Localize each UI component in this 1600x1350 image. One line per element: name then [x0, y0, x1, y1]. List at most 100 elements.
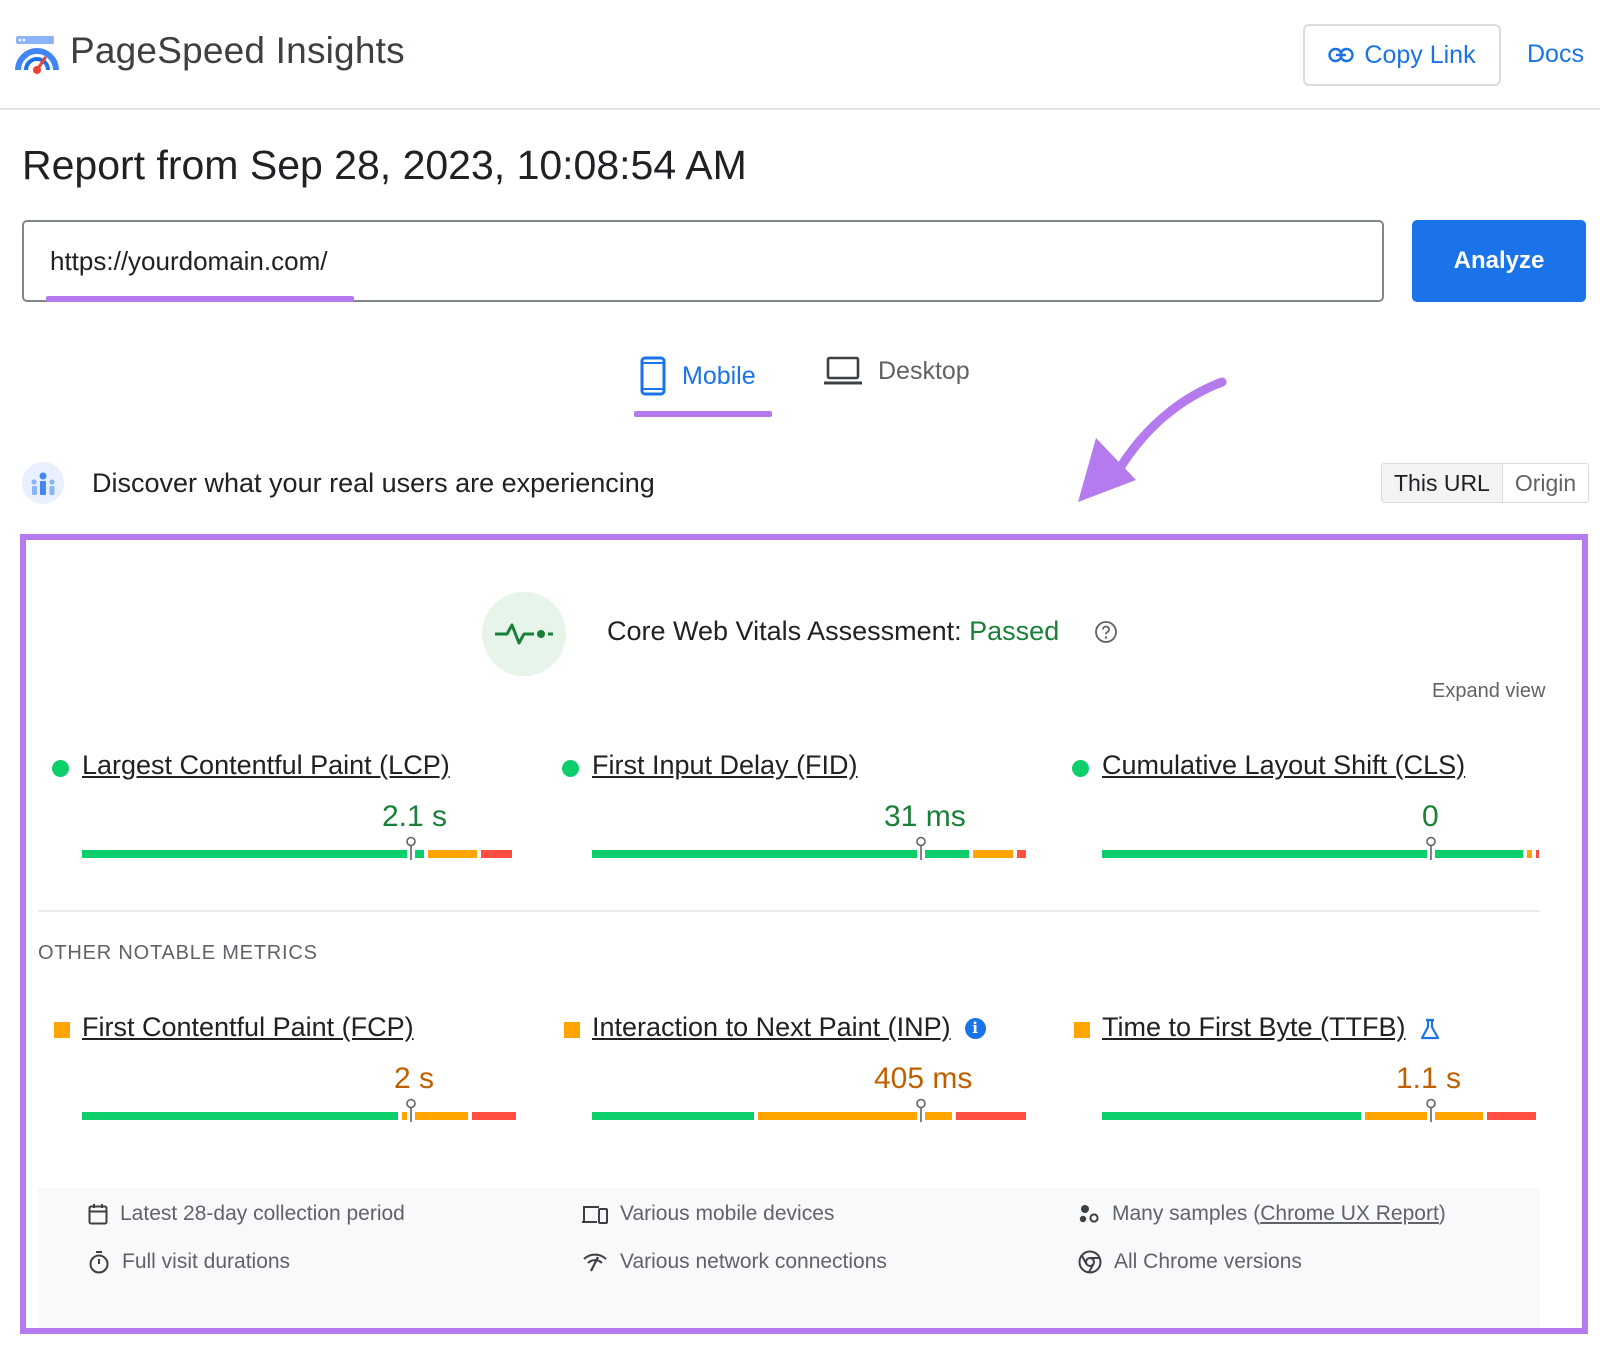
good-share-segment	[82, 1112, 398, 1120]
percentile-marker-icon	[915, 1098, 926, 1122]
metric-inp-distribution-bar	[592, 1098, 1030, 1122]
metric-ttfb-distribution-bar	[1102, 1098, 1540, 1122]
analyze-button[interactable]: Analyze	[1412, 220, 1586, 302]
metric-inp-label-text: Interaction to Next Paint (INP)	[592, 1012, 951, 1042]
devices-icon	[582, 1206, 608, 1224]
good-status-dot	[52, 760, 69, 777]
metric-fid-label[interactable]: First Input Delay (FID)	[592, 750, 858, 780]
tab-selected-indicator	[634, 411, 772, 417]
footer-visit-durations-text: Full visit durations	[122, 1250, 291, 1273]
url-highlight-underline	[46, 296, 354, 302]
top-bar: PageSpeed Insights Copy Link Docs	[0, 0, 1600, 110]
metric-fid: First Input Delay (FID) 31 ms	[562, 750, 1026, 890]
needs-improvement-share-segment	[428, 850, 477, 858]
copy-link-label: Copy Link	[1364, 40, 1476, 69]
footer-samples: Many samples (Chrome UX Report)	[1078, 1202, 1446, 1226]
poor-share-segment	[1016, 850, 1026, 858]
footer-chrome-versions-text: All Chrome versions	[1114, 1250, 1302, 1273]
metric-ttfb-label-text: Time to First Byte (TTFB)	[1102, 1012, 1406, 1042]
field-data-panel: Core Web Vitals Assessment: Passed Expan…	[20, 534, 1588, 1334]
needs-improvement-share-segment	[1526, 850, 1532, 858]
average-status-square	[54, 1022, 70, 1038]
metric-inp-value: 405 ms	[874, 1062, 973, 1095]
metric-cls-label[interactable]: Cumulative Layout Shift (CLS)	[1102, 750, 1466, 780]
docs-link[interactable]: Docs	[1527, 40, 1584, 68]
metric-fcp-label[interactable]: First Contentful Paint (FCP)	[82, 1012, 414, 1042]
metric-fcp-distribution-bar	[82, 1098, 520, 1122]
info-icon[interactable]: i	[964, 1018, 986, 1040]
metric-ttfb-value: 1.1 s	[1396, 1062, 1462, 1095]
footer-samples-prefix: Many samples (	[1112, 1202, 1261, 1225]
url-input[interactable]: https://yourdomain.com/	[22, 220, 1384, 302]
percentile-marker-icon	[1425, 1098, 1436, 1122]
copy-link-button[interactable]: Copy Link	[1303, 24, 1501, 86]
good-share-segment	[1102, 1112, 1361, 1120]
percentile-marker-icon	[1425, 836, 1436, 860]
data-source-footer: Latest 28-day collection period Full vis…	[38, 1188, 1540, 1328]
link-icon	[1328, 47, 1355, 63]
percentile-marker-icon	[915, 836, 926, 860]
calendar-icon	[88, 1204, 108, 1225]
app-title: PageSpeed Insights	[70, 30, 405, 71]
footer-samples-suffix: )	[1438, 1202, 1446, 1225]
metric-fid-value: 31 ms	[884, 800, 966, 833]
poor-share-segment	[955, 1112, 1026, 1120]
metric-ttfb: Time to First Byte (TTFB) 1.1 s	[1072, 1012, 1536, 1152]
section-divider	[38, 910, 1540, 912]
url-origin-toggle: This URL Origin	[1381, 463, 1590, 503]
footer-visit-durations: Full visit durations	[88, 1250, 290, 1274]
good-status-dot	[562, 760, 579, 777]
core-web-vitals-icon	[482, 592, 566, 676]
poor-share-segment	[471, 1112, 516, 1120]
footer-collection-period: Latest 28-day collection period	[88, 1202, 405, 1226]
other-metrics-heading: OTHER NOTABLE METRICS	[38, 942, 318, 964]
percentile-marker-icon	[405, 1098, 416, 1122]
crux-users-icon	[22, 462, 64, 504]
needs-improvement-share-segment	[1364, 1112, 1484, 1120]
toggle-this-url[interactable]: This URL	[1382, 464, 1503, 502]
assessment-prefix: Core Web Vitals Assessment:	[607, 616, 970, 646]
help-icon[interactable]	[1094, 620, 1118, 644]
report-title: Report from Sep 28, 2023, 10:08:54 AM	[22, 142, 747, 188]
samples-dots-icon	[1079, 1205, 1099, 1223]
metric-lcp-label[interactable]: Largest Contentful Paint (LCP)	[82, 750, 450, 780]
flask-icon	[1420, 1018, 1439, 1039]
footer-network-text: Various network connections	[620, 1250, 887, 1273]
footer-devices: Various mobile devices	[582, 1202, 834, 1226]
assessment-status: Passed	[969, 616, 1060, 646]
metric-cls-value: 0	[1422, 800, 1439, 833]
metric-cls: Cumulative Layout Shift (CLS) 0	[1072, 750, 1539, 890]
footer-collection-period-text: Latest 28-day collection period	[120, 1202, 405, 1225]
tab-desktop-label: Desktop	[878, 356, 970, 385]
footer-chrome-versions: All Chrome versions	[1078, 1250, 1302, 1274]
chrome-ux-report-link[interactable]: Chrome UX Report	[1260, 1202, 1439, 1225]
expand-view-button[interactable]: Expand view	[1432, 680, 1546, 702]
good-share-segment	[1102, 850, 1523, 858]
pagespeed-logo-icon	[15, 36, 59, 74]
metric-fid-distribution-bar	[592, 836, 1030, 860]
toggle-origin[interactable]: Origin	[1514, 469, 1577, 496]
good-share-segment	[592, 1112, 755, 1120]
metric-inp-label[interactable]: Interaction to Next Paint (INP) i	[592, 1012, 986, 1043]
annotation-arrow-icon	[1078, 377, 1227, 502]
footer-network: Various network connections	[582, 1250, 887, 1274]
pulse-icon	[495, 623, 553, 645]
good-share-segment	[592, 850, 970, 858]
needs-improvement-share-segment	[758, 1112, 952, 1120]
needs-improvement-share-segment	[401, 1112, 468, 1120]
footer-samples-text: Many samples (Chrome UX Report)	[1112, 1202, 1446, 1226]
good-status-dot	[1072, 760, 1089, 777]
poor-share-segment	[1487, 1112, 1536, 1120]
average-status-square	[1074, 1022, 1090, 1038]
laptop-icon	[824, 356, 862, 385]
network-signal-icon	[583, 1253, 607, 1272]
url-input-value: https://yourdomain.com/	[50, 246, 328, 276]
chrome-icon	[1078, 1250, 1102, 1274]
tab-mobile-label: Mobile	[682, 361, 756, 390]
tab-desktop[interactable]: Desktop	[824, 356, 970, 386]
tab-mobile[interactable]: Mobile	[640, 356, 756, 396]
average-status-square	[564, 1022, 580, 1038]
metric-lcp-value: 2.1 s	[382, 800, 448, 833]
assessment-title: Core Web Vitals Assessment: Passed	[607, 616, 1059, 647]
metric-ttfb-label[interactable]: Time to First Byte (TTFB)	[1102, 1012, 1440, 1043]
